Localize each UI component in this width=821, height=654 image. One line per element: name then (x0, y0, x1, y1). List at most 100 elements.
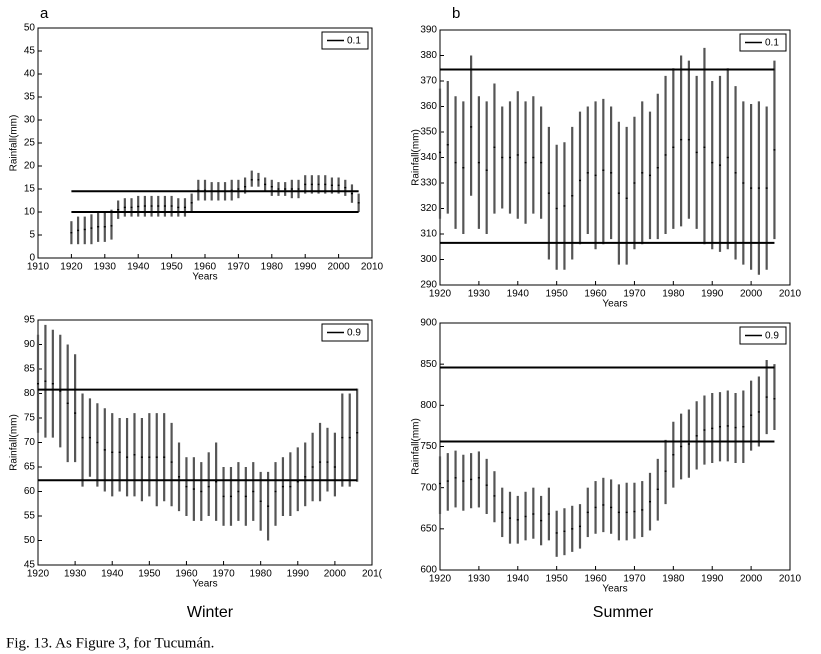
median-dot (742, 182, 745, 184)
median-dot (524, 161, 527, 164)
median-dot (289, 485, 292, 488)
median-dot (540, 519, 543, 522)
median-dot (726, 156, 729, 159)
x-tick-label: 1990 (294, 262, 317, 273)
median-dot (454, 477, 457, 479)
median-dot (111, 451, 114, 453)
legend-box (321, 323, 369, 342)
y-tick-label: 290 (420, 280, 437, 291)
median-dot (726, 425, 729, 427)
x-tick-label: 1940 (101, 569, 124, 580)
caption: Fig. 13. As Figure 3, for Tucumán. (6, 635, 214, 651)
legend-box (739, 33, 787, 52)
x-tick-label: 2000 (740, 289, 763, 300)
median-dot (310, 183, 313, 186)
y-tick-label: 750 (420, 441, 437, 452)
median-dot (237, 490, 240, 493)
median-dot (462, 480, 465, 482)
median-dot (750, 187, 753, 189)
median-dot (70, 232, 73, 234)
x-tick-label: 1930 (468, 289, 491, 300)
median-dot (357, 202, 360, 204)
x-tick-label: 1990 (701, 289, 724, 300)
median-dot (348, 436, 351, 439)
median-dot (170, 205, 173, 207)
x-tick-label: 1980 (662, 574, 685, 585)
median-dot (270, 186, 273, 188)
median-dot (757, 187, 760, 189)
median-dot (326, 461, 329, 463)
median-dot (703, 429, 706, 431)
median-dot (250, 179, 253, 181)
median-dot (137, 205, 140, 208)
median-dot (594, 506, 597, 509)
x-tick-label: 1970 (227, 262, 250, 273)
y-tick-label: 600 (420, 565, 437, 576)
y-tick-label: 0 (29, 253, 35, 264)
median-dot (66, 402, 69, 404)
median-dot (477, 477, 480, 479)
x-tick-label: 2010 (779, 289, 802, 300)
median-dot (229, 495, 232, 498)
median-dot (257, 179, 260, 181)
y-tick-label: 330 (420, 178, 437, 189)
median-dot (470, 126, 473, 128)
median-dot (117, 209, 120, 211)
y-tick-label: 90 (24, 339, 36, 350)
median-dot (222, 495, 225, 498)
median-dot (773, 149, 776, 151)
x-tick-label: 2000 (740, 574, 763, 585)
median-dot (337, 184, 340, 187)
median-dot (267, 505, 270, 507)
x-tick-label: 1940 (127, 262, 150, 273)
x-tick-label: 1950 (546, 574, 569, 585)
median-dot (555, 207, 558, 210)
median-dot (252, 490, 255, 493)
x-axis-label: Years (192, 272, 217, 283)
median-dot (446, 480, 449, 482)
y-tick-label: 45 (24, 46, 36, 57)
median-dot (290, 188, 293, 190)
median-dot (244, 186, 247, 188)
y-tick-label: 850 (420, 359, 437, 370)
x-tick-label: 2010 (779, 574, 802, 585)
median-dot (207, 485, 210, 488)
y-tick-label: 25 (24, 138, 36, 149)
y-tick-label: 380 (420, 50, 437, 61)
panel-label: a (40, 5, 49, 22)
median-dot (264, 183, 267, 186)
median-dot (163, 456, 166, 458)
median-dot (133, 454, 136, 456)
y-tick-label: 300 (420, 254, 437, 265)
median-dot (126, 456, 129, 458)
x-tick-label: 1930 (64, 569, 87, 580)
y-tick-label: 80 (24, 388, 36, 399)
median-dot (439, 482, 441, 485)
x-tick-label: 1960 (194, 262, 217, 273)
median-dot (703, 146, 706, 148)
x-tick-label: 1920 (429, 574, 452, 585)
median-dot (74, 412, 77, 414)
median-dot (540, 161, 543, 164)
median-dot (350, 192, 353, 195)
median-dot (200, 490, 203, 493)
median-dot (170, 461, 173, 463)
median-dot (493, 146, 496, 148)
median-dot (333, 466, 336, 468)
plot-area (37, 27, 373, 259)
median-dot (297, 188, 300, 190)
median-dot (656, 167, 659, 169)
median-dot (610, 506, 613, 509)
y-axis-label: Rainfall(mm) (9, 115, 20, 172)
column-label: Winter (187, 604, 234, 621)
median-dot (77, 229, 80, 232)
y-tick-label: 55 (24, 511, 36, 522)
median-dot (563, 205, 566, 207)
y-tick-label: 20 (24, 161, 36, 172)
median-dot (509, 156, 511, 159)
x-tick-label: 1970 (623, 289, 646, 300)
median-dot (446, 144, 449, 146)
median-dot (602, 169, 605, 171)
y-tick-label: 75 (24, 413, 36, 424)
median-dot (304, 183, 307, 186)
